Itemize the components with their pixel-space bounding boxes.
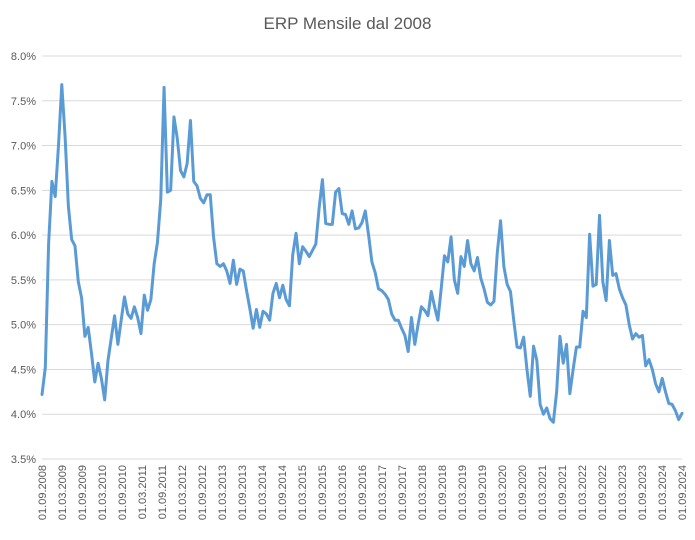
- x-tick-label: 01.03.2024: [657, 465, 669, 520]
- y-tick-label: 4.5%: [11, 364, 36, 376]
- x-tick-label: 01.09.2016: [357, 465, 369, 520]
- x-tick-label: 01.03.2010: [97, 465, 109, 520]
- x-axis-tick-labels: 01.09.2008 01.03.2009 01.09.2009 01.03.2010…: [37, 465, 689, 520]
- x-tick-label: 01.09.2011: [157, 465, 169, 519]
- chart-title: ERP Mensile dal 2008: [263, 14, 432, 33]
- x-tick-label: 01.03.2021: [537, 465, 549, 520]
- x-tick-label: 01.03.2014: [257, 465, 269, 520]
- x-tick-label: 01.09.2015: [317, 465, 329, 520]
- x-tick-label: 01.09.2018: [437, 465, 449, 520]
- x-tick-label: 01.09.2019: [477, 465, 489, 520]
- y-tick-label: 7.0%: [11, 141, 36, 153]
- x-tick-label: 01.09.2010: [117, 465, 129, 520]
- x-tick-label: 01.09.2022: [597, 465, 609, 520]
- erp-series-line: [40, 83, 684, 424]
- x-tick-label: 01.03.2016: [337, 465, 349, 520]
- y-tick-label: 6.0%: [11, 230, 36, 242]
- y-axis-tick-labels: 3.5% 4.0% 4.5% 5.0% 5.5% 6.0% 6.5% 7.0% 7.5% 8.0%: [11, 51, 36, 466]
- x-tick-label: 01.03.2012: [177, 465, 189, 520]
- x-tick-label: 01.03.2023: [617, 465, 629, 520]
- y-tick-label: 5.5%: [11, 275, 36, 287]
- x-tick-label: 01.03.2019: [457, 465, 469, 520]
- x-tick-label: 01.03.2009: [57, 465, 69, 520]
- x-tick-label: 01.09.2013: [237, 465, 249, 520]
- x-tick-label: 01.09.2021: [557, 465, 569, 520]
- x-tick-label: 01.03.2017: [377, 465, 389, 520]
- y-tick-label: 6.5%: [11, 185, 36, 197]
- x-tick-label: 01.03.2015: [297, 465, 309, 520]
- x-tick-label: 01.09.2014: [277, 465, 289, 520]
- y-tick-label: 8.0%: [11, 51, 36, 63]
- x-tick-label: 01.03.2013: [217, 465, 229, 520]
- x-tick-label: 01.09.2009: [77, 465, 89, 520]
- y-tick-label: 7.5%: [11, 96, 36, 108]
- y-tick-label: 3.5%: [11, 454, 36, 466]
- gridlines: [42, 55, 682, 460]
- x-tick-label: 01.09.2024: [677, 465, 689, 520]
- x-tick-label: 01.03.2011: [137, 465, 149, 519]
- y-tick-label: 4.0%: [11, 409, 36, 421]
- x-tick-label: 01.09.2023: [637, 465, 649, 520]
- x-tick-label: 01.09.2008: [37, 465, 49, 520]
- x-tick-label: 01.03.2022: [577, 465, 589, 520]
- x-tick-label: 01.03.2020: [497, 465, 509, 520]
- x-tick-label: 01.09.2020: [517, 465, 529, 520]
- x-tick-label: 01.09.2012: [197, 465, 209, 520]
- x-tick-label: 01.03.2018: [417, 465, 429, 520]
- x-tick-label: 01.09.2017: [397, 465, 409, 520]
- plot-area: [40, 83, 684, 424]
- y-tick-label: 5.0%: [11, 320, 36, 332]
